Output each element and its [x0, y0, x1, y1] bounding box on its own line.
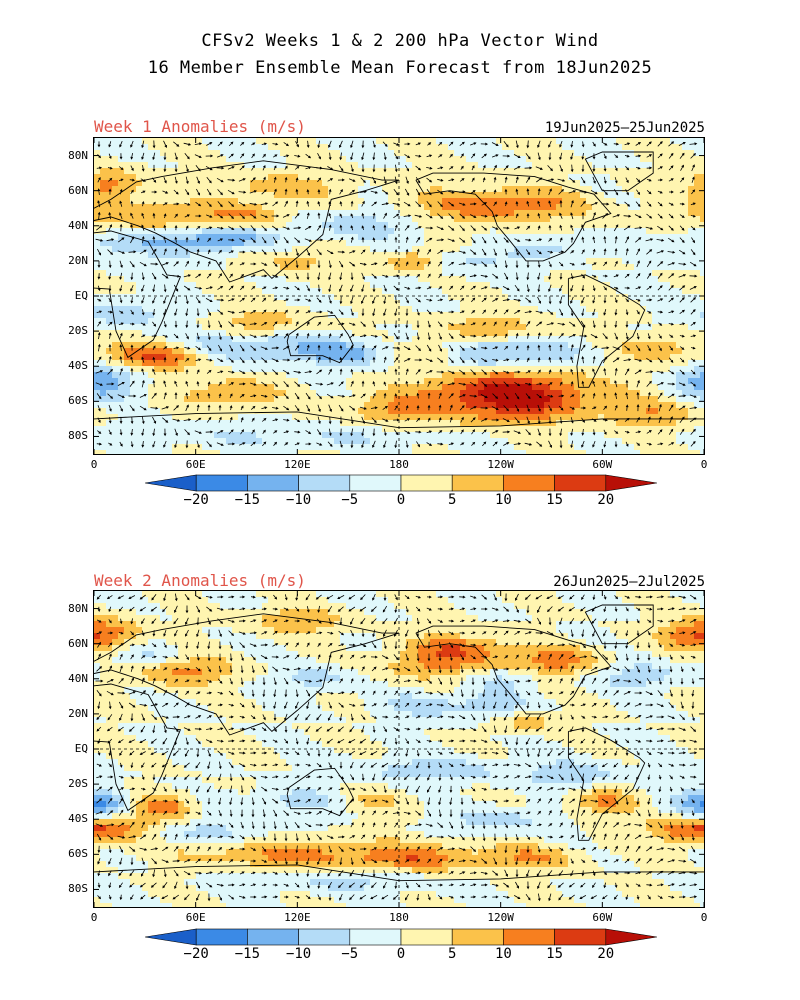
colorbar-label: −10 [285, 946, 312, 962]
shaded-anomaly-cells [94, 138, 704, 454]
axis-ticks [94, 138, 704, 454]
anomaly-field [94, 138, 704, 454]
wind-vectors [95, 593, 698, 902]
lat-tick-label: 20S [68, 324, 88, 338]
colorbar-label: −15 [234, 492, 261, 508]
colorbar-swatch [554, 474, 607, 492]
colorbar-swatch [195, 928, 248, 946]
colorbar-label: 15 [546, 492, 564, 508]
lon-tick-label: 180 [389, 458, 409, 471]
colorbar-swatch [349, 474, 402, 492]
lat-tick-label: 20N [68, 253, 88, 267]
colorbar-label: −20 [183, 946, 209, 962]
lat-tick-label: 40N [68, 218, 88, 232]
colorbar-swatch [247, 928, 299, 946]
axis-ticks [94, 591, 704, 907]
lat-tick-label: 40N [68, 671, 88, 685]
colorbar-swatch [195, 474, 248, 492]
colorbar-label: −10 [285, 492, 312, 508]
lat-tick-label: 80N [68, 601, 88, 615]
lat-tick-label: EQ [74, 289, 88, 302]
colorbar-swatch [451, 474, 504, 492]
colorbar-swatch [298, 928, 351, 946]
colorbar-swatch [247, 474, 299, 492]
figure-title-line1: CFSv2 Weeks 1 & 2 200 hPa Vector Wind [201, 31, 599, 51]
week2-title: Week 2 Anomalies (m/s) [94, 571, 306, 590]
colorbar-swatch [503, 928, 555, 946]
lon-tick-label: 0 [90, 911, 98, 924]
colorbar-swatch [400, 928, 453, 946]
week2-colorbar [144, 928, 658, 946]
lat-tick-label: 80N [68, 148, 88, 162]
lat-tick-label: 60S [68, 847, 88, 861]
week1-colorbar [144, 474, 658, 492]
lon-tick-label: 120E [284, 911, 311, 924]
week1-title: Week 1 Anomalies (m/s) [94, 117, 306, 136]
lat-tick-label: 60N [68, 183, 88, 197]
colorbar-label: −20 [183, 492, 209, 508]
colorbar-label: −15 [234, 946, 261, 962]
colorbar-swatch [451, 928, 504, 946]
colorbar-label: 5 [447, 492, 457, 508]
lon-tick-label: 0 [90, 458, 98, 471]
colorbar-swatch [503, 474, 555, 492]
colorbar-swatch [605, 928, 658, 946]
week2-anomaly-map [93, 590, 705, 908]
lon-tick-label: 120W [487, 458, 514, 471]
lat-tick-label: EQ [74, 742, 88, 755]
lat-tick-label: 80S [68, 882, 88, 896]
colorbar-label: 0 [396, 946, 406, 962]
lon-tick-label: 60E [185, 458, 206, 471]
lat-tick-label: 40S [68, 812, 88, 826]
colorbar-swatch [605, 474, 658, 492]
week2-date-range: 26Jun2025—2Jul2025 [553, 574, 705, 590]
colorbar-swatch [298, 474, 351, 492]
lon-tick-label: 180 [389, 911, 409, 924]
shaded-anomaly-cells [94, 591, 704, 907]
colorbar-swatch [144, 928, 197, 946]
colorbar-label: 20 [597, 946, 615, 962]
lat-tick-label: 60S [68, 394, 88, 408]
colorbar-label: 15 [546, 946, 564, 962]
lat-tick-label: 60N [68, 636, 88, 650]
lon-tick-label: 0 [700, 911, 708, 924]
figure-title-line2: 16 Member Ensemble Mean Forecast from 18… [147, 58, 653, 78]
colorbar-label: 10 [494, 492, 512, 508]
lon-tick-label: 60E [185, 911, 206, 924]
week1-date-range: 19Jun2025—25Jun2025 [544, 120, 705, 136]
week1-anomaly-map [93, 137, 705, 455]
lon-tick-label: 60W [592, 911, 613, 924]
lat-tick-label: 40S [68, 359, 88, 373]
lon-tick-label: 120W [487, 911, 514, 924]
colorbar-swatch [400, 474, 453, 492]
colorbar-swatch [554, 928, 607, 946]
colorbar-label: 20 [597, 492, 615, 508]
lat-tick-label: 20N [68, 706, 88, 720]
lat-tick-label: 80S [68, 429, 88, 443]
lon-tick-label: 0 [700, 458, 708, 471]
colorbar-swatch [144, 474, 197, 492]
lat-tick-label: 20S [68, 777, 88, 791]
colorbar-label: −5 [341, 492, 359, 508]
colorbar-label: 10 [494, 946, 512, 962]
anomaly-field [94, 591, 704, 907]
colorbar-swatch [349, 928, 402, 946]
colorbar-label: 5 [447, 946, 457, 962]
lon-tick-label: 60W [592, 458, 613, 471]
coastlines [94, 604, 704, 882]
wind-vectors [95, 140, 698, 449]
colorbar-label: 0 [396, 492, 406, 508]
colorbar-label: −5 [341, 946, 359, 962]
lon-tick-label: 120E [284, 458, 311, 471]
